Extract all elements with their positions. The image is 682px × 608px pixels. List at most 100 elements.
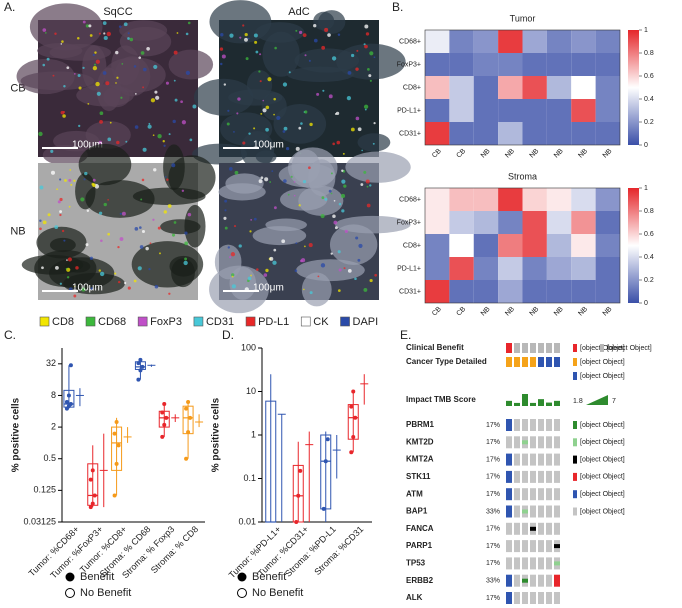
legend-marker — [65, 572, 75, 582]
cell — [107, 199, 109, 201]
x-tick-label: NB — [602, 306, 614, 318]
cell — [57, 200, 61, 204]
gene-cell — [546, 488, 552, 501]
gene-cell — [506, 488, 512, 501]
heatmap-frame — [424, 29, 621, 146]
colorbar-tick-label: 0 — [644, 142, 648, 149]
row-label: CD68+ — [399, 38, 421, 45]
colorbar — [628, 30, 639, 145]
point — [186, 430, 191, 435]
cell — [172, 119, 176, 124]
cell — [119, 237, 124, 241]
heatmap-cell — [425, 188, 450, 211]
scale-bar-label: 100μm — [253, 140, 284, 151]
mutation — [522, 509, 528, 514]
tissue — [184, 204, 206, 248]
gene-cell — [514, 557, 520, 570]
track-cell — [554, 357, 560, 367]
cell — [54, 225, 59, 230]
gene-cell — [546, 470, 552, 483]
cell — [73, 179, 76, 182]
cell — [147, 124, 152, 129]
cell — [121, 211, 126, 216]
cell — [184, 231, 188, 235]
gene-cell — [522, 488, 528, 501]
cell — [39, 185, 44, 190]
heatmap-cell — [449, 234, 474, 257]
cell — [41, 266, 44, 270]
x-tick-label: NB — [504, 148, 516, 160]
heatmap-cell — [498, 234, 523, 257]
cell — [304, 245, 306, 248]
heatmap-cell — [571, 188, 596, 211]
cell — [142, 67, 147, 72]
cell — [75, 266, 79, 270]
gene-cell — [554, 453, 560, 466]
cell — [354, 277, 357, 281]
cell — [269, 181, 272, 183]
x-tick-label: Stroma: %CD31 — [312, 524, 365, 577]
cell — [180, 100, 183, 104]
cell — [157, 134, 162, 139]
cell — [165, 81, 169, 85]
cell — [366, 185, 369, 188]
cell — [234, 170, 239, 175]
row-label: PD-L1+ — [397, 265, 421, 272]
cell — [134, 227, 139, 231]
cell — [59, 210, 62, 213]
cell — [317, 275, 320, 278]
gene-label: ERBB2 — [406, 576, 434, 585]
cell — [355, 236, 359, 240]
panel-label: C. — [4, 328, 16, 342]
cell — [60, 110, 65, 115]
cell — [68, 205, 71, 208]
point — [162, 422, 167, 427]
cell — [62, 114, 66, 118]
tmb-range-max: 7 — [612, 398, 616, 405]
heatmap-cell — [425, 30, 450, 53]
gene-cell — [538, 505, 544, 518]
cell — [324, 197, 328, 201]
heatmap-cell — [522, 211, 547, 234]
heatmap-cell — [522, 280, 547, 303]
heatmap-cell — [522, 53, 547, 76]
y-tick-label: 0.1 — [243, 473, 256, 483]
heatmap-cell — [595, 280, 620, 303]
point — [138, 357, 143, 362]
micrograph: 100μm — [21, 143, 216, 300]
cell — [363, 287, 368, 292]
legend-label: No Benefit — [80, 587, 131, 599]
legend-label: FoxP3 — [150, 316, 182, 328]
cell — [313, 24, 317, 28]
heatmap-cell — [473, 257, 499, 280]
gene-cell — [546, 419, 552, 431]
cell — [302, 33, 307, 38]
point — [184, 456, 189, 461]
box — [158, 410, 170, 428]
colorbar-tick-label: 0.2 — [644, 119, 654, 126]
cell — [229, 33, 234, 38]
cell — [330, 192, 333, 195]
heatmap-cell — [498, 122, 523, 145]
legend-label: Benefit — [252, 571, 286, 583]
x-tick-label: NB — [553, 148, 565, 160]
cell — [358, 243, 363, 248]
cell — [223, 83, 227, 86]
cell — [152, 134, 155, 137]
cell — [220, 62, 223, 66]
cell — [67, 257, 72, 262]
tissue — [49, 44, 112, 61]
cell — [68, 178, 72, 182]
cell — [173, 79, 176, 82]
gene-cell — [506, 453, 512, 466]
cell — [105, 81, 110, 86]
cell — [265, 268, 269, 273]
cell — [103, 202, 107, 207]
cell — [224, 226, 228, 230]
cell — [341, 209, 345, 213]
y-tick-label: 8 — [51, 390, 56, 400]
cell — [85, 24, 90, 28]
cell — [119, 212, 122, 215]
cell — [308, 59, 311, 62]
cell — [73, 294, 77, 298]
